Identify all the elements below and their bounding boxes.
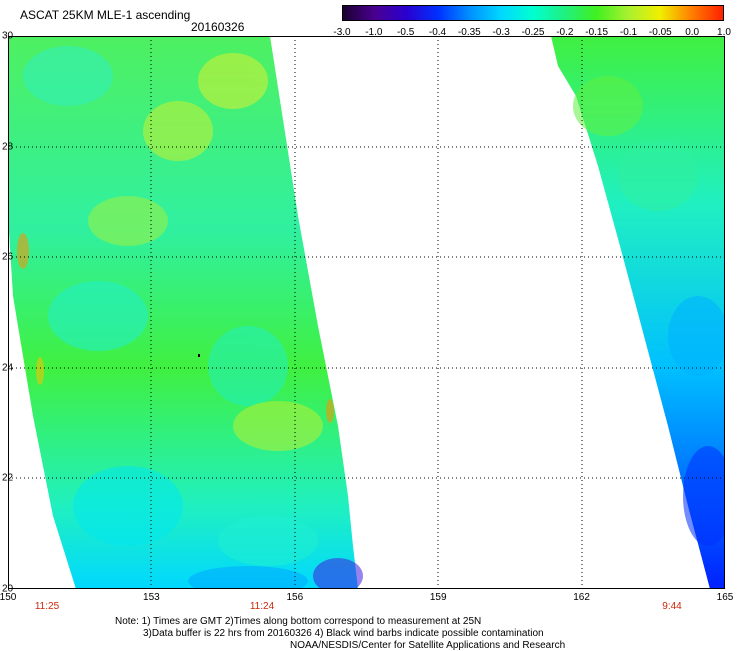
lon-label: 150 [0,592,17,603]
colorbar-tick-label: -0.15 [585,27,609,38]
colorbar-tick-label: 1.0 [717,27,731,38]
lon-label: 165 [716,592,734,603]
colorbar-tick-label: -0.2 [556,27,574,38]
colorbar-tick-label: -0.05 [648,27,672,38]
wind-barb-marker [198,354,200,357]
swath-texture [17,46,725,589]
lat-label: 24 [2,362,14,374]
map-date: 20160326 [191,20,245,34]
left-swath [8,36,358,589]
map-title: ASCAT 25KM MLE-1 ascending [20,8,191,22]
time-label: 11:25 [34,601,60,612]
note-line-3: NOAA/NESDIS/Center for Satellite Applica… [290,640,566,651]
lat-label: 26 [2,251,14,263]
note-line-2: 3)Data buffer is 22 hrs from 20160326 4)… [143,628,544,639]
lat-label: 30 [2,30,14,42]
time-label: 11:24 [249,601,275,612]
colorbar-tick-label: -0.5 [397,27,415,38]
colorbar-tick-label: -0.1 [619,27,638,38]
colorbar-tick-label: 0.0 [685,27,700,38]
lat-label: 20 [2,583,14,595]
colorbar-tick-label: -1.0 [365,27,383,38]
note-line-1: Note: 1) Times are GMT 2)Times along bot… [115,616,482,627]
lat-label: 28 [2,141,14,153]
colorbar-tick-label: -0.4 [428,27,447,38]
plot-frame [8,36,725,589]
colorbar-tick-label: -0.35 [457,27,481,38]
lon-label: 153 [143,592,160,603]
colorbar [342,5,724,21]
lon-label: 159 [429,592,447,603]
colorbar-tick-label: -0.3 [492,27,510,38]
lat-lon-grid [8,36,725,589]
swath-map [8,36,725,589]
time-label: 9:44 [662,601,682,612]
colorbar-tick-label: -3.0 [333,27,351,38]
lon-label: 162 [573,592,590,603]
lat-label: 22 [2,472,14,484]
colorbar-tick-label: -0.25 [521,27,545,38]
lon-label: 156 [286,592,304,603]
